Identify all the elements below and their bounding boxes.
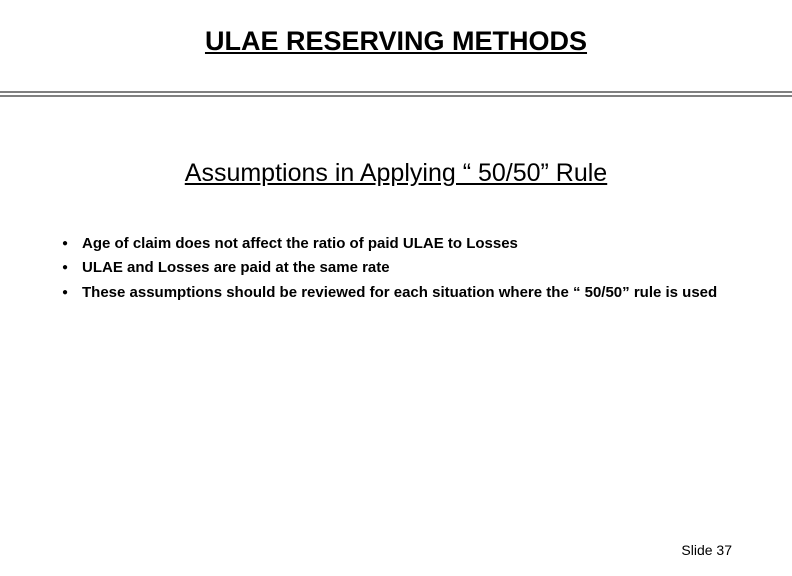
bullet-icon: ● [62, 258, 82, 275]
bullet-text: Age of claim does not affect the ratio o… [82, 234, 518, 254]
bullet-text: These assumptions should be reviewed for… [82, 283, 717, 303]
list-item: ● These assumptions should be reviewed f… [62, 283, 762, 303]
bullet-text: ULAE and Losses are paid at the same rat… [82, 258, 390, 278]
slide-subtitle: Assumptions in Applying “ 50/50” Rule [120, 159, 672, 188]
bullet-list: ● Age of claim does not affect the ratio… [0, 234, 792, 303]
slide-container: ULAE RESERVING METHODS Assumptions in Ap… [0, 0, 792, 576]
divider [0, 91, 792, 97]
slide-number: Slide 37 [681, 542, 732, 558]
slide-title: ULAE RESERVING METHODS [0, 0, 792, 75]
bullet-icon: ● [62, 283, 82, 300]
bullet-icon: ● [62, 234, 82, 251]
divider-line-top [0, 91, 792, 94]
list-item: ● Age of claim does not affect the ratio… [62, 234, 762, 254]
list-item: ● ULAE and Losses are paid at the same r… [62, 258, 762, 278]
divider-line-bottom [0, 95, 792, 97]
